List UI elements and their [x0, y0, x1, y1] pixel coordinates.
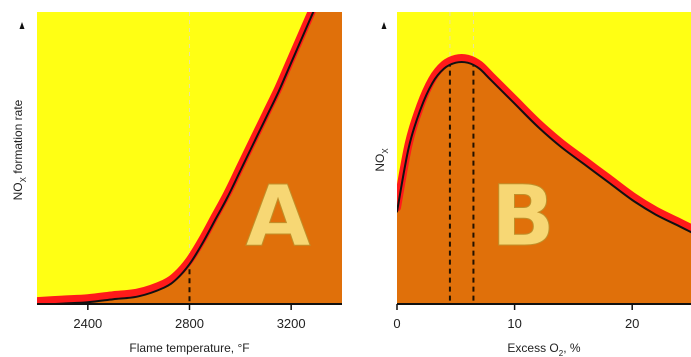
curve-line	[38, 12, 315, 304]
lower-region	[37, 12, 342, 304]
plot-area	[37, 12, 342, 304]
x-axis-title: Flame temperature, °F	[129, 341, 249, 355]
curve-outer-band	[397, 53, 691, 233]
y-axis-title-subscript: X	[19, 176, 28, 182]
curve-line	[397, 60, 691, 234]
x-axis-title: Excess O2, %	[507, 341, 580, 357]
x-tick-label: 0	[393, 316, 400, 331]
y-axis-title: NOX formation rate	[11, 99, 28, 200]
lower-region	[397, 57, 691, 304]
x-tick-label: 20	[625, 316, 639, 331]
y-axis-arrow	[381, 22, 387, 29]
y-axis-title-rest: formation rate	[11, 99, 25, 177]
x-axis-title-rest: , %	[563, 341, 581, 355]
x-axis-title-subscript: 2	[559, 349, 564, 357]
panel-a-nox-vs-flame-temperature: 2400 2800 3200 Flame temperature, °F NOX for…	[11, 12, 342, 355]
x-axis-title-main: Excess O	[507, 341, 558, 355]
panel-letter: B	[491, 167, 555, 265]
x-tick-label: 2400	[73, 316, 102, 331]
x-tick-label: 2800	[175, 316, 204, 331]
panel-letter: A	[245, 167, 310, 265]
x-tick-label: 3200	[277, 316, 306, 331]
y-axis-title: NOX	[373, 148, 390, 172]
y-axis-title-main: NO	[373, 154, 387, 172]
x-tick-label: 10	[507, 316, 521, 331]
y-axis-arrow	[19, 22, 25, 29]
panel-b-nox-vs-excess-oxygen: 0 10 20 Excess O2, % NOX B	[373, 12, 691, 357]
curve-outer-band	[37, 12, 316, 304]
plot-area	[397, 12, 691, 304]
y-axis-title-main: NO	[11, 182, 25, 200]
y-axis-title-subscript: X	[381, 148, 390, 154]
